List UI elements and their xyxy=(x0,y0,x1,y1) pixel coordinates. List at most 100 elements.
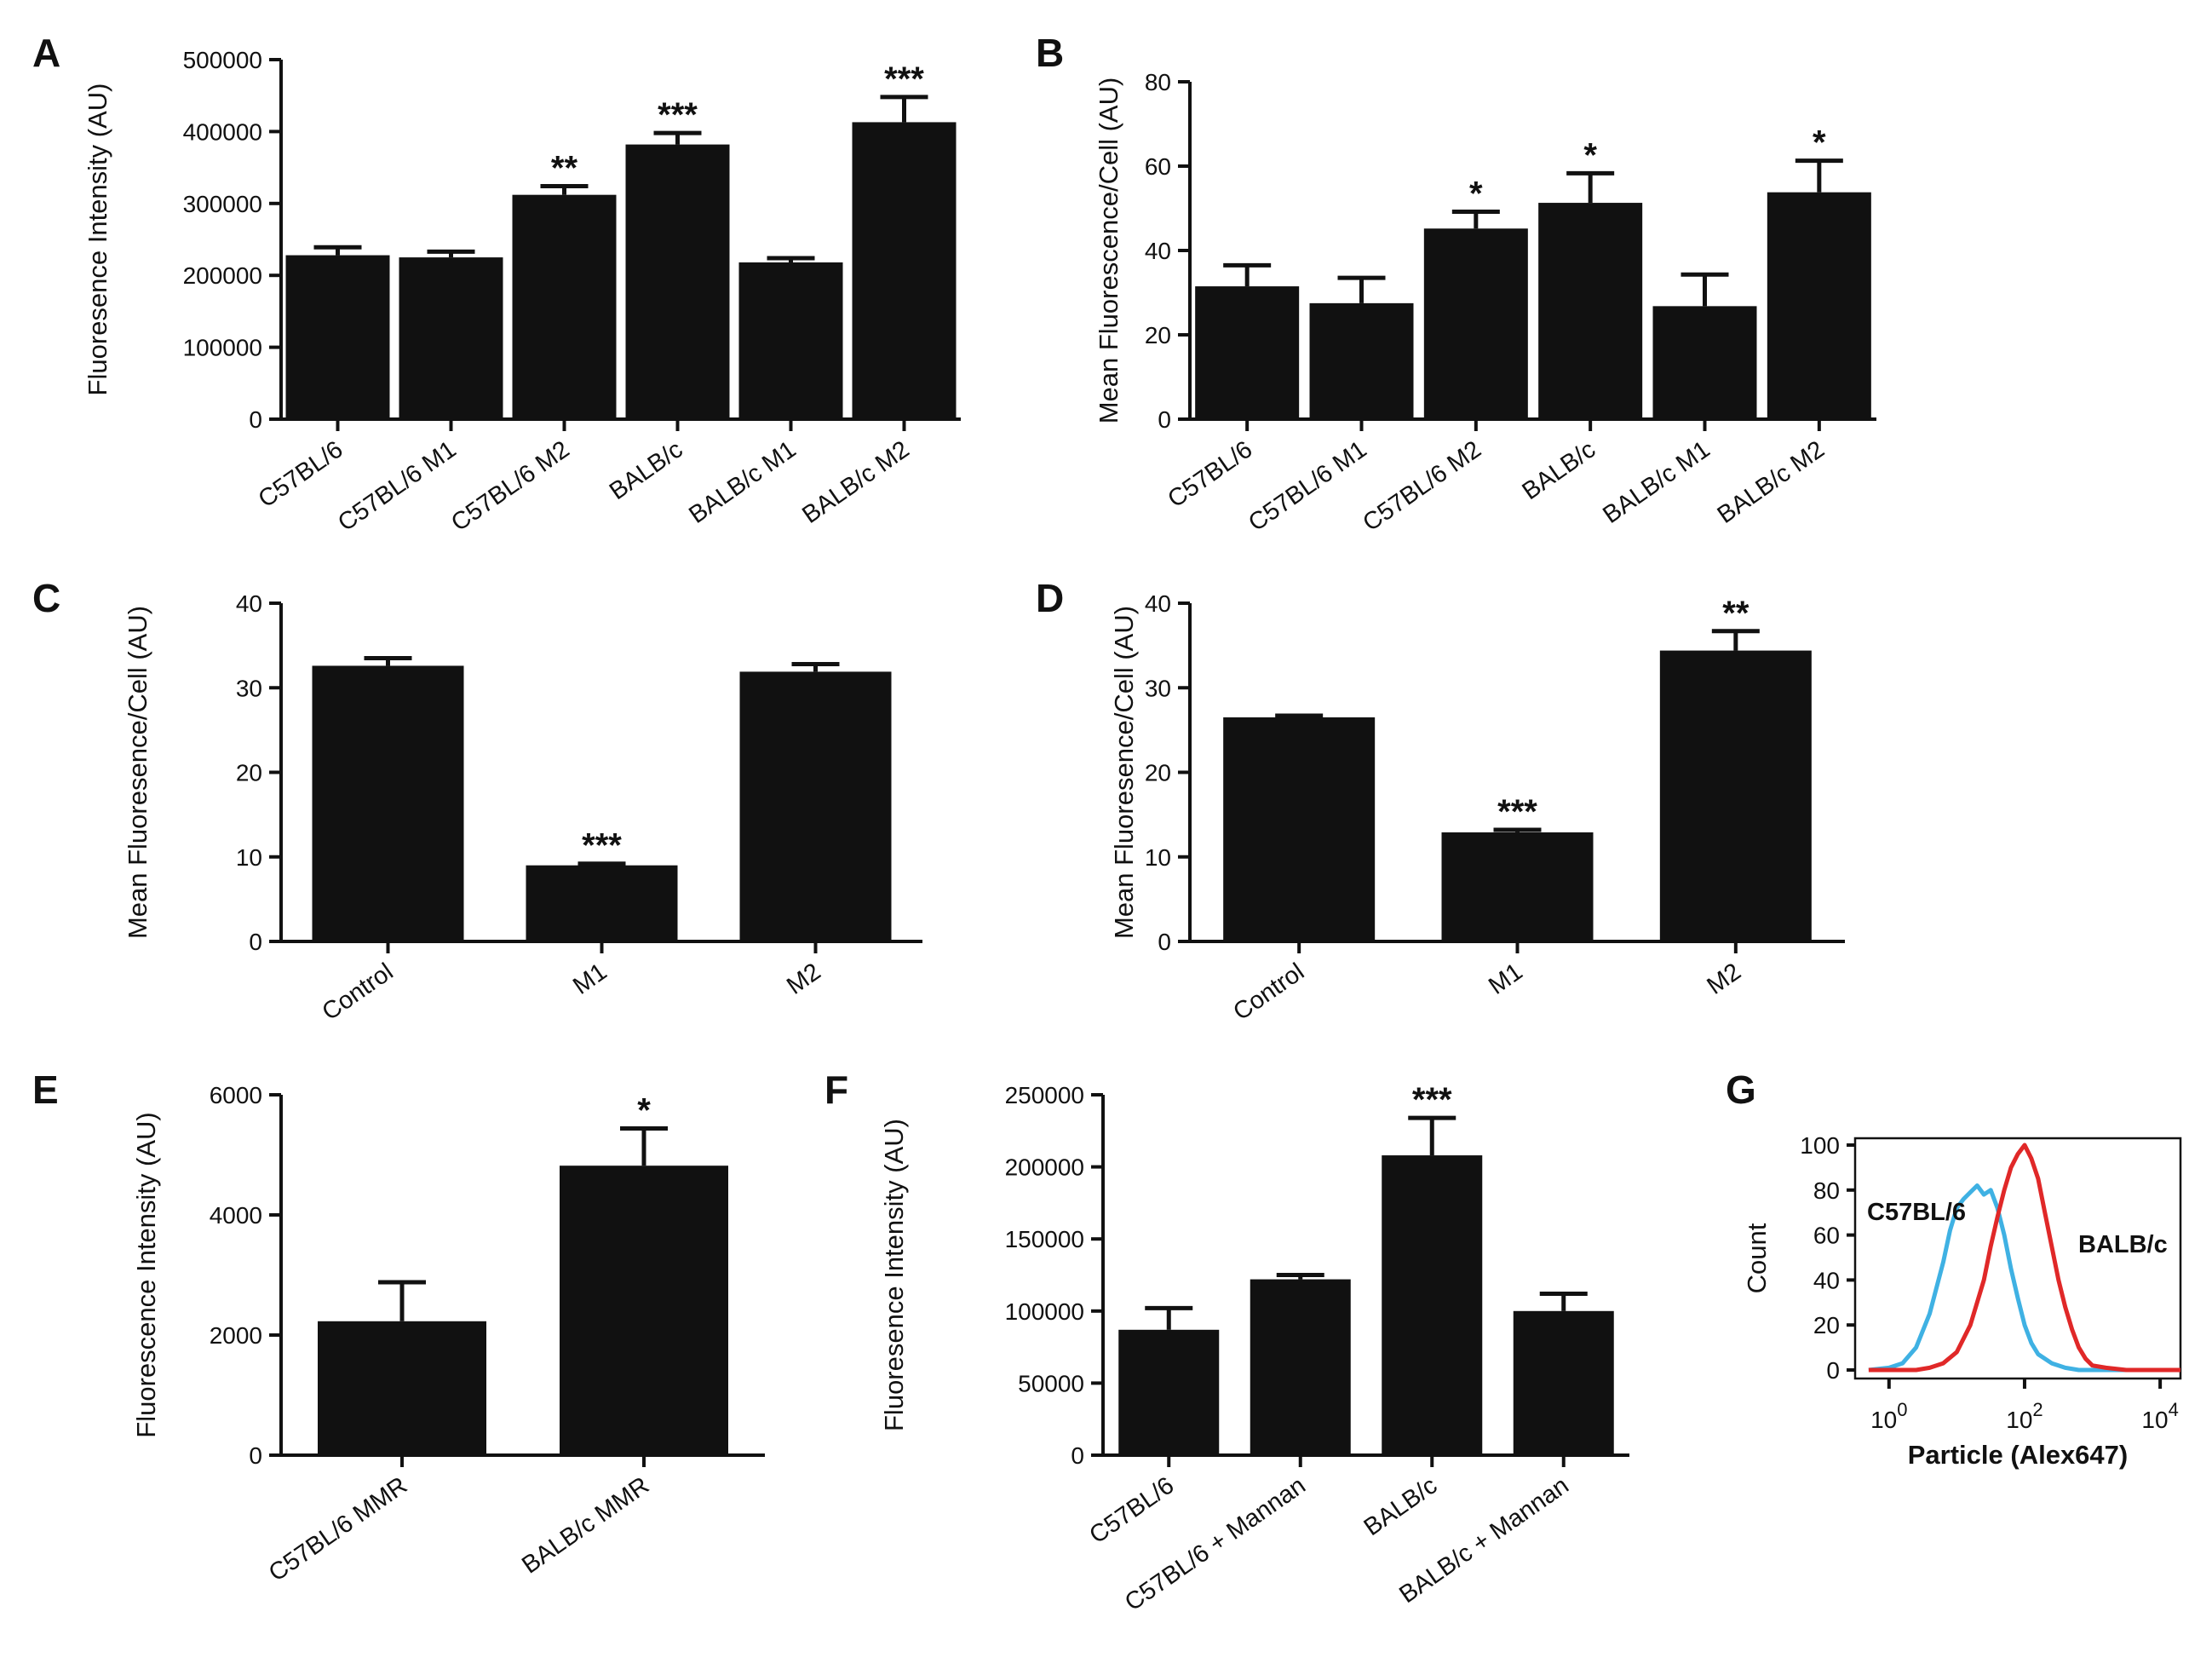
panel-letter: F xyxy=(824,1068,848,1112)
bar xyxy=(1223,717,1376,941)
y-tick-label: 0 xyxy=(249,406,262,433)
x-tick-label: C57BL/6 xyxy=(1084,1472,1179,1550)
bar xyxy=(852,122,957,420)
x-tick-label: 100 xyxy=(1870,1399,1907,1433)
panel-letter: D xyxy=(1036,576,1064,620)
x-tick-label: 102 xyxy=(2006,1399,2043,1433)
y-tick-label: 60 xyxy=(1813,1223,1840,1249)
bar xyxy=(1423,228,1528,419)
y-tick-label: 400000 xyxy=(183,118,262,145)
y-axis-title: Fluorescence Intensity (AU) xyxy=(131,1112,161,1437)
significance-label: ** xyxy=(551,150,578,187)
panel-letter: G xyxy=(1726,1068,1756,1112)
y-tick-label: 0 xyxy=(1158,406,1171,433)
x-tick-label: C57BL/6 xyxy=(1163,436,1257,514)
bar xyxy=(1513,1310,1614,1455)
y-tick-label: 4000 xyxy=(210,1202,262,1229)
y-tick-label: 40 xyxy=(1145,590,1171,617)
x-tick-label: 104 xyxy=(2141,1399,2178,1433)
x-tick-label: Control xyxy=(318,958,399,1027)
y-tick-label: 100000 xyxy=(183,335,262,361)
significance-label: *** xyxy=(1497,793,1537,831)
x-tick-label: BALB/c M2 xyxy=(797,436,914,529)
bar xyxy=(1309,302,1414,419)
y-tick-label: 30 xyxy=(236,675,262,701)
x-tick-label: BALB/c M1 xyxy=(684,436,801,529)
y-tick-label: 0 xyxy=(249,1442,262,1469)
x-axis-title: Particle (Alex647) xyxy=(1908,1440,2128,1470)
panel-b: B 0 20 40 60 80 Mean Fluorescence/Cell (AU) C57… xyxy=(1036,31,1876,537)
y-axis-title: Count xyxy=(1742,1223,1772,1293)
y-tick-label: 0 xyxy=(249,929,262,955)
bar xyxy=(1195,286,1300,419)
y-tick-label: 80 xyxy=(1813,1177,1840,1204)
y-axis-title: Mean Fluoresence/Cell (AU) xyxy=(1109,606,1139,939)
significance-label: * xyxy=(1813,124,1826,162)
y-tick-label: 20 xyxy=(1145,322,1171,348)
bar xyxy=(318,1321,486,1455)
y-tick-label: 10 xyxy=(236,844,262,871)
x-tick-label: C57BL/6 MMR xyxy=(264,1472,412,1587)
significance-label: * xyxy=(1583,136,1597,174)
y-tick-label: 50000 xyxy=(1018,1370,1084,1396)
panel-e: E 0 2000 4000 6000 Fluorescence Intensity (AU… xyxy=(32,1068,765,1587)
x-tick-label: C57BL/6 M1 xyxy=(1244,436,1371,538)
x-tick-label: BALB/c xyxy=(1518,436,1601,506)
x-tick-label: M1 xyxy=(1484,958,1527,1000)
bar xyxy=(1767,192,1871,419)
y-tick-label: 6000 xyxy=(210,1082,262,1108)
y-tick-label: 100000 xyxy=(1005,1298,1084,1325)
x-tick-label: Control xyxy=(1228,958,1309,1027)
histogram-line-c57bl6 xyxy=(1868,1183,2180,1373)
y-tick-label: 40 xyxy=(1813,1267,1840,1293)
panel-f: F 0 50000 100000 150000 200000 250000 Fluoresen… xyxy=(824,1068,1629,1617)
y-tick-label: 80 xyxy=(1145,69,1171,95)
bar xyxy=(399,257,503,419)
bar xyxy=(560,1166,728,1455)
x-tick-label: BALB/c M2 xyxy=(1713,436,1830,529)
x-tick-label: BALB/c xyxy=(1359,1472,1443,1542)
y-tick-label: 200000 xyxy=(1005,1154,1084,1181)
x-tick-label: C57BL/6 M1 xyxy=(333,436,461,538)
bar xyxy=(1652,306,1757,419)
significance-label: *** xyxy=(884,60,924,98)
y-tick-label: 500000 xyxy=(183,47,262,73)
y-tick-label: 20 xyxy=(236,760,262,786)
bar xyxy=(739,671,892,941)
y-axis-title: Mean Fluoresence/Cell (AU) xyxy=(123,606,152,939)
significance-label: *** xyxy=(1412,1081,1452,1119)
bar xyxy=(512,194,617,419)
x-tick-label: BALB/c M1 xyxy=(1598,436,1715,529)
bar xyxy=(738,262,843,419)
y-tick-label: 300000 xyxy=(183,191,262,217)
y-axis-title: Fluoresence Intensity (AU) xyxy=(879,1119,909,1431)
y-tick-label: 20 xyxy=(1145,760,1171,786)
y-axis-title: Fluoresence Intensity (AU) xyxy=(83,83,112,396)
panel-letter: B xyxy=(1036,31,1064,75)
x-tick-label: C57BL/6 M2 xyxy=(446,436,574,538)
x-tick-label: BALB/c xyxy=(605,436,688,506)
x-tick-label: M1 xyxy=(568,958,612,1000)
panel-c: C 0 10 20 30 40 Mean Fluoresence/Cell (AU) Cont… xyxy=(32,576,922,1026)
panel-g: G 0 20 40 60 80 100 Count 100 102 104 Particle (Ale… xyxy=(1726,1068,2182,1470)
panel-a: A 0 100000 200000 300000 400000 500000 Fluorese… xyxy=(32,31,961,537)
x-tick-label: C57BL/6 M2 xyxy=(1358,436,1485,538)
y-tick-label: 40 xyxy=(1145,238,1171,264)
y-tick-label: 150000 xyxy=(1005,1226,1084,1252)
bar xyxy=(312,665,464,941)
x-tick-label: M2 xyxy=(782,958,825,1000)
bar xyxy=(285,255,390,419)
panel-letter: A xyxy=(32,31,60,75)
y-tick-label: 2000 xyxy=(210,1322,262,1349)
significance-label: * xyxy=(637,1091,651,1129)
significance-label: *** xyxy=(582,827,622,865)
x-tick-label: C57BL/6 xyxy=(254,436,348,514)
significance-label: ** xyxy=(1722,595,1749,632)
y-tick-label: 60 xyxy=(1145,153,1171,180)
bar xyxy=(1441,832,1594,941)
histogram-line-balbc xyxy=(1868,1143,2180,1373)
bar xyxy=(1538,203,1643,419)
bar xyxy=(1250,1279,1351,1455)
